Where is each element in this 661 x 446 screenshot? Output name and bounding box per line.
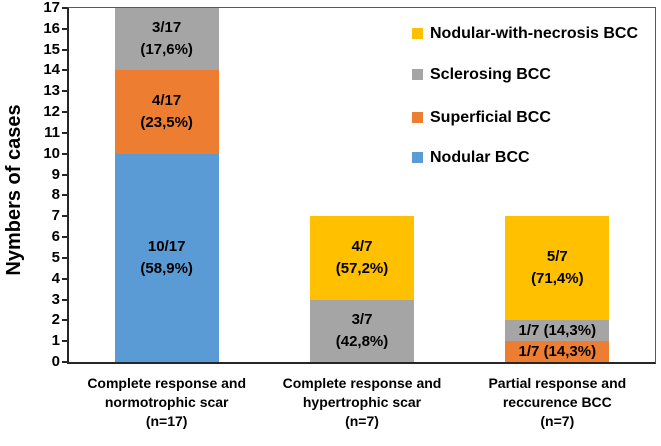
y-tick-label: 14 bbox=[43, 61, 60, 79]
legend-swatch bbox=[412, 112, 423, 123]
y-tick-mark bbox=[62, 90, 67, 93]
y-tick-mark bbox=[62, 173, 67, 176]
y-tick-mark bbox=[62, 277, 67, 280]
y-tick-mark bbox=[62, 131, 67, 134]
y-tick-label: 3 bbox=[51, 290, 60, 308]
legend-item: Nodular-with-necrosis BCC bbox=[412, 25, 638, 43]
y-tick-label: 12 bbox=[43, 103, 60, 121]
x-category-label: Complete response and hypertrophic scar (n… bbox=[282, 375, 442, 429]
y-tick-mark bbox=[62, 256, 67, 259]
segment-label: 4/17 (23,5%) bbox=[140, 92, 193, 132]
y-tick-mark bbox=[62, 340, 67, 343]
y-tick-label: 10 bbox=[43, 144, 60, 162]
stacked-bar: 3/7 (42,8%) 4/7 (57,2%) bbox=[310, 216, 414, 362]
segment-label: 1/7 (14,3%) bbox=[518, 321, 597, 339]
y-tick-mark bbox=[62, 319, 67, 322]
y-tick-label: 9 bbox=[51, 165, 60, 183]
y-tick-label: 2 bbox=[51, 311, 60, 329]
bar-segment: 1/7 (14,3%) bbox=[505, 341, 610, 362]
y-tick-mark bbox=[62, 361, 67, 363]
y-tick-label: 17 bbox=[43, 0, 60, 16]
y-tick-mark bbox=[62, 215, 67, 218]
bar-segment: 4/17 (23,5%) bbox=[114, 70, 219, 154]
bar-segment: 3/7 (42,8%) bbox=[310, 299, 414, 362]
x-category-label: Partial response and reccurence BCC (n=7) bbox=[488, 375, 627, 429]
y-tick-mark bbox=[62, 48, 67, 51]
y-tick-label: 15 bbox=[43, 40, 60, 58]
y-tick-mark bbox=[62, 152, 67, 155]
bar-segment: 10/17 (58,9%) bbox=[114, 153, 219, 362]
segment-label: 10/17 (58,9%) bbox=[140, 237, 193, 277]
legend-swatch bbox=[412, 69, 423, 80]
y-tick-label: 0 bbox=[51, 353, 60, 370]
y-tick-label: 13 bbox=[43, 82, 60, 100]
y-tick-label: 7 bbox=[51, 207, 60, 225]
y-tick-label: 16 bbox=[43, 19, 60, 37]
y-tick-mark bbox=[62, 7, 67, 9]
bar-segment: 1/7 (14,3%) bbox=[505, 320, 610, 342]
segment-label: 3/17 (17,6%) bbox=[140, 19, 193, 59]
stacked-bar: 10/17 (58,9%) 4/17 (23,5%) 3/17 (17,6%) bbox=[114, 8, 219, 362]
bar-segment: 5/7 (71,4%) bbox=[505, 216, 610, 321]
y-tick-label: 4 bbox=[51, 269, 60, 287]
legend-label: Nodular-with-necrosis BCC bbox=[430, 25, 639, 42]
y-tick-label: 1 bbox=[51, 332, 60, 350]
y-tick-label: 8 bbox=[51, 186, 60, 204]
x-category-label: Complete response and normotrophic scar (n… bbox=[87, 375, 247, 429]
bar-segment: 3/17 (17,6%) bbox=[114, 8, 219, 71]
segment-label: 5/7 (71,4%) bbox=[531, 248, 584, 288]
y-axis-title: Nymbers of cases bbox=[3, 104, 25, 276]
y-tick-label: 11 bbox=[44, 123, 60, 141]
legend-swatch bbox=[412, 152, 423, 163]
plot-area: 0 1 2 3 4 5 6 7 8 9 10 11 12 13 14 15 16 17 10/17 (58,9%) 4/… bbox=[43, 0, 656, 370]
y-tick-mark bbox=[62, 194, 67, 197]
y-tick-mark bbox=[62, 298, 67, 301]
legend-label: Nodular BCC bbox=[430, 149, 530, 166]
bar-segment: 4/7 (57,2%) bbox=[310, 216, 414, 300]
legend-swatch bbox=[412, 28, 423, 39]
y-tick-label: 5 bbox=[51, 248, 60, 266]
legend-label: Sclerosing BCC bbox=[430, 66, 551, 83]
y-tick-label: 6 bbox=[51, 228, 60, 246]
legend-item: Nodular BCC bbox=[412, 149, 530, 167]
stacked-bar: 1/7 (14,3%) 1/7 (14,3%) 5/7 (71,4%) bbox=[505, 216, 610, 362]
y-tick-mark bbox=[62, 111, 67, 114]
segment-label: 1/7 (14,3%) bbox=[518, 342, 597, 360]
legend-label: Superficial BCC bbox=[430, 109, 551, 126]
segment-label: 3/7 (42,8%) bbox=[335, 310, 389, 350]
legend-item: Superficial BCC bbox=[412, 109, 551, 127]
legend-item: Sclerosing BCC bbox=[412, 66, 551, 84]
y-tick-mark bbox=[62, 27, 67, 30]
y-tick-mark bbox=[62, 236, 67, 239]
y-tick-mark bbox=[62, 69, 67, 72]
segment-label: 4/7 (57,2%) bbox=[335, 237, 389, 277]
